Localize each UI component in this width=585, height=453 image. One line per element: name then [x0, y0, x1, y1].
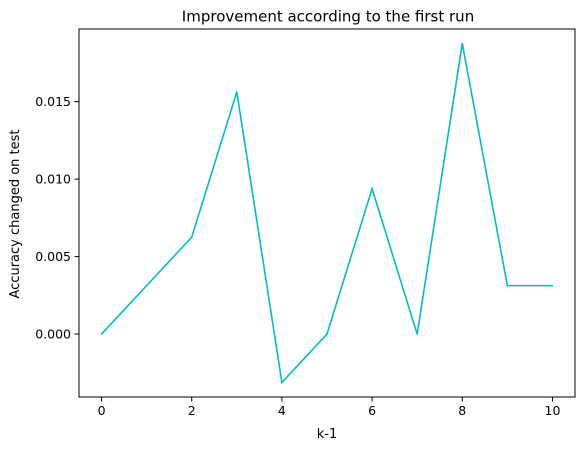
- data-point: [236, 91, 238, 93]
- x-tick-label: 0: [98, 403, 106, 418]
- data-point: [326, 333, 328, 335]
- x-tick-label: 8: [458, 403, 466, 418]
- data-point: [100, 333, 103, 335]
- plot-area: [100, 42, 554, 385]
- x-tick-label: 10: [545, 403, 561, 418]
- y-tick-label: 0.000: [35, 327, 71, 342]
- y-axis-label: Accuracy changed on test: [8, 130, 23, 299]
- y-tick-label: 0.010: [35, 172, 71, 187]
- data-point: [461, 42, 464, 45]
- data-point: [190, 236, 193, 239]
- plot-frame: [78, 28, 576, 398]
- data-point: [416, 333, 418, 335]
- data-point: [145, 284, 148, 287]
- y-tick-label: 0.015: [35, 94, 71, 109]
- y-tick-label: 0.005: [35, 249, 71, 264]
- x-tick-label: 2: [188, 403, 196, 418]
- data-point: [551, 284, 554, 287]
- x-tick-label: 4: [278, 403, 286, 418]
- y-axis: 0.000 0.005 0.010 0.015: [35, 94, 79, 342]
- x-tick-label: 6: [368, 403, 376, 418]
- x-axis: 0 2 4 6 8 10: [98, 397, 561, 418]
- data-point: [506, 284, 509, 287]
- data-point: [281, 381, 283, 384]
- x-axis-label: k-1: [317, 427, 338, 442]
- chart-title: Improvement according to the first run: [182, 8, 474, 26]
- data-point: [371, 187, 373, 190]
